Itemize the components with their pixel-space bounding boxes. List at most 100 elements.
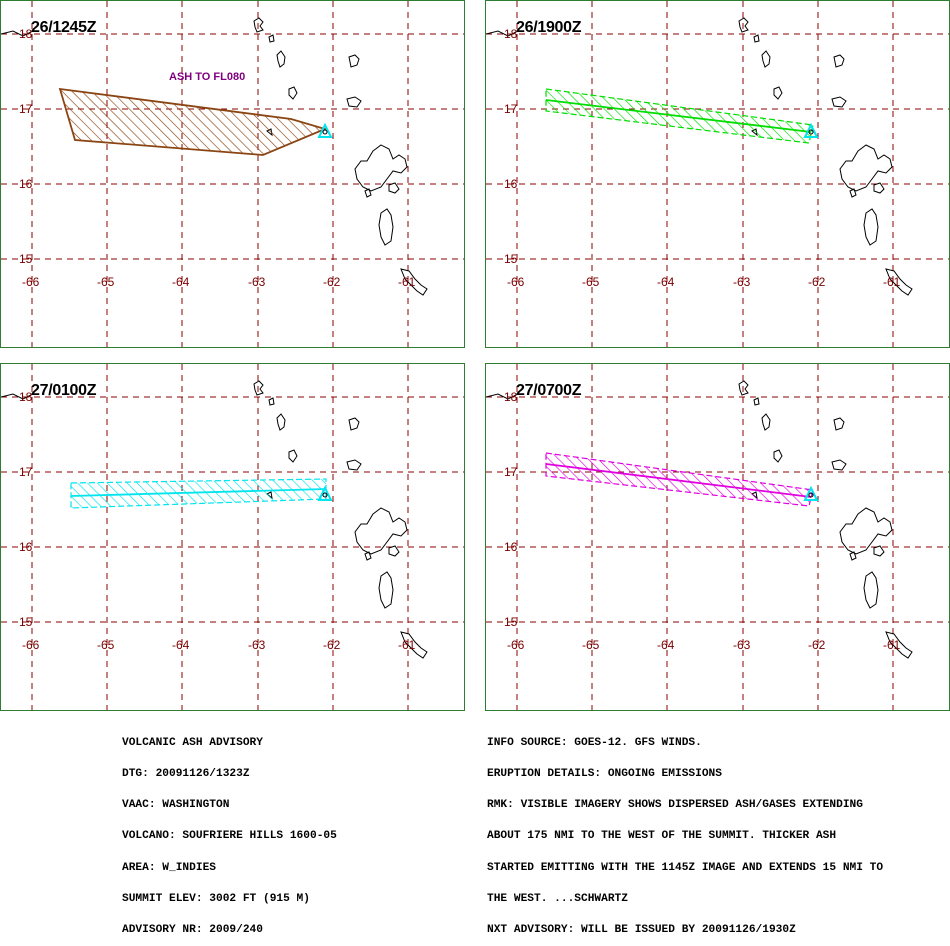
longitude-label: -64 [657,275,675,289]
island-outline [268,397,275,406]
island-outline [348,54,360,68]
island-outline [885,268,913,296]
advisory-line: ADVISORY NR: 2009/240 [122,924,263,937]
island-outline [773,86,783,100]
island-outline [863,571,879,609]
longitude-label: -61 [398,638,416,652]
island-outline [761,413,771,431]
longitude-label: -65 [582,638,600,652]
latitude-label: 15 [504,252,518,266]
advisory-line: INFO SOURCE: GOES-12. GFS WINDS. [487,736,702,749]
longitude-label: -64 [172,275,190,289]
advisory-line: ERUPTION DETAILS: ONGOING EMISSIONS [487,768,722,781]
latitude-label: 16 [504,177,518,191]
coastline [486,393,517,400]
island-outline [833,417,845,431]
island-outline [348,417,360,431]
ash-area-polygon [545,452,814,507]
advisory-line: VOLCANO: SOUFRIERE HILLS 1600-05 [122,830,337,843]
latitude-label: 16 [19,177,33,191]
longitude-label: -66 [507,275,525,289]
island-outline [753,34,760,43]
island-outline [253,17,264,33]
latitude-label: 18 [19,390,33,404]
latitude-label: 17 [19,465,33,479]
longitude-label: -62 [808,275,826,289]
coastline [1,393,32,400]
advisory-line: STARTED EMITTING WITH THE 1145Z IMAGE AN… [487,861,884,874]
ash-axis-line [545,463,812,498]
island-outline [873,182,885,194]
latitude-label: 18 [19,27,33,41]
volcano-icon [317,122,333,138]
island-outline [388,545,400,557]
longitude-label: -63 [733,275,751,289]
latitude-label: 17 [19,102,33,116]
island-outline [863,208,879,246]
volcano-summit-marker [808,129,814,135]
island-outline [346,96,362,108]
ash-area-polygon [58,87,328,156]
island-outline [354,507,408,555]
panel-time-label: 27/0100Z [31,382,97,399]
longitude-label: -63 [733,638,751,652]
island-outline [276,413,286,431]
forecast-panel-26-1245z: 26/1245Z ASH TO FL080 -66 -65 -64 -63 -62 -61… [0,0,465,348]
island-outline [831,459,847,471]
latitude-label: 17 [504,465,518,479]
island-outline [753,397,760,406]
island-outline [773,449,783,463]
island-outline [288,86,298,100]
volcano-icon [317,485,333,501]
island-outline [288,449,298,463]
island-outline [364,188,372,198]
island-outline [849,188,857,198]
panel-time-label: 27/0700Z [516,382,582,399]
island-outline [276,50,286,68]
island-outline [354,144,408,192]
ash-plume [545,452,814,507]
island-outline [388,182,400,194]
longitude-label: -61 [398,275,416,289]
island-outline [833,54,845,68]
panel-time-label: 26/1900Z [516,19,582,36]
longitude-label: -64 [657,638,675,652]
longitude-label: -65 [582,275,600,289]
latitude-label: 15 [19,615,33,629]
advisory-header-text: VOLCANIC ASH ADVISORY DTG: 20091126/1323… [122,717,337,946]
longitude-label: -62 [323,275,341,289]
island-outline [253,380,264,396]
volcano-summit-marker [322,492,328,498]
volcano-summit-marker [808,492,814,498]
advisory-line: VOLCANIC ASH ADVISORY [122,736,263,749]
volcano-icon [803,485,819,501]
longitude-label: -65 [97,638,115,652]
ash-map: -66 -65 -64 -63 -62 -61 18 17 16 15 [486,1,949,347]
latitude-label: 15 [504,615,518,629]
latitude-label: 18 [504,390,518,404]
island-outline [738,380,749,396]
advisory-line: THE WEST. ...SCHWARTZ [487,892,628,905]
island-outline [831,96,847,108]
longitude-label: -64 [172,638,190,652]
longitude-label: -61 [883,275,901,289]
latitude-label: 18 [504,27,518,41]
panel-time-label: 26/1245Z [31,19,97,36]
advisory-line: VAAC: WASHINGTON [122,799,230,812]
forecast-panel-27-0700z: 27/0700Z -66 -65 -64 -63 -62 -61 18 17 16 15 [485,363,950,711]
longitude-label: -62 [323,638,341,652]
island-outline [378,571,394,609]
advisory-line: NXT ADVISORY: WILL BE ISSUED BY 20091126… [487,924,796,937]
island-outline [400,268,428,296]
island-outline [885,631,913,659]
forecast-panel-27-0100z: 27/0100Z -66 -65 -64 -63 -62 -61 18 17 16 15 [0,363,465,711]
volcano-icon [803,122,819,138]
longitude-label: -66 [507,638,525,652]
longitude-label: -66 [22,275,40,289]
longitude-label: -65 [97,275,115,289]
coastline [486,30,517,37]
longitude-label: -63 [248,638,266,652]
volcano-summit-marker [322,129,328,135]
island-outline [738,17,749,33]
island-outline [400,631,428,659]
